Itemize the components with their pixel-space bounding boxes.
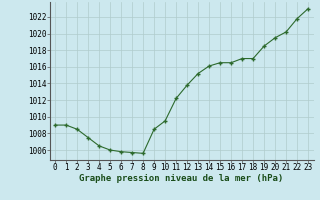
- X-axis label: Graphe pression niveau de la mer (hPa): Graphe pression niveau de la mer (hPa): [79, 174, 284, 183]
